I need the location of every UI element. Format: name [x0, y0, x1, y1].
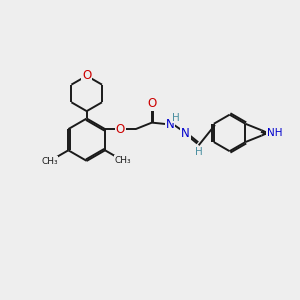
Text: O: O: [82, 69, 91, 82]
Text: N: N: [181, 127, 190, 140]
Text: NH: NH: [267, 128, 283, 138]
Text: O: O: [147, 97, 157, 110]
Text: CH₃: CH₃: [115, 156, 131, 165]
Text: O: O: [116, 123, 125, 136]
Text: CH₃: CH₃: [41, 157, 58, 166]
Text: N: N: [166, 118, 175, 130]
Text: H: H: [195, 147, 203, 157]
Text: H: H: [172, 112, 179, 123]
